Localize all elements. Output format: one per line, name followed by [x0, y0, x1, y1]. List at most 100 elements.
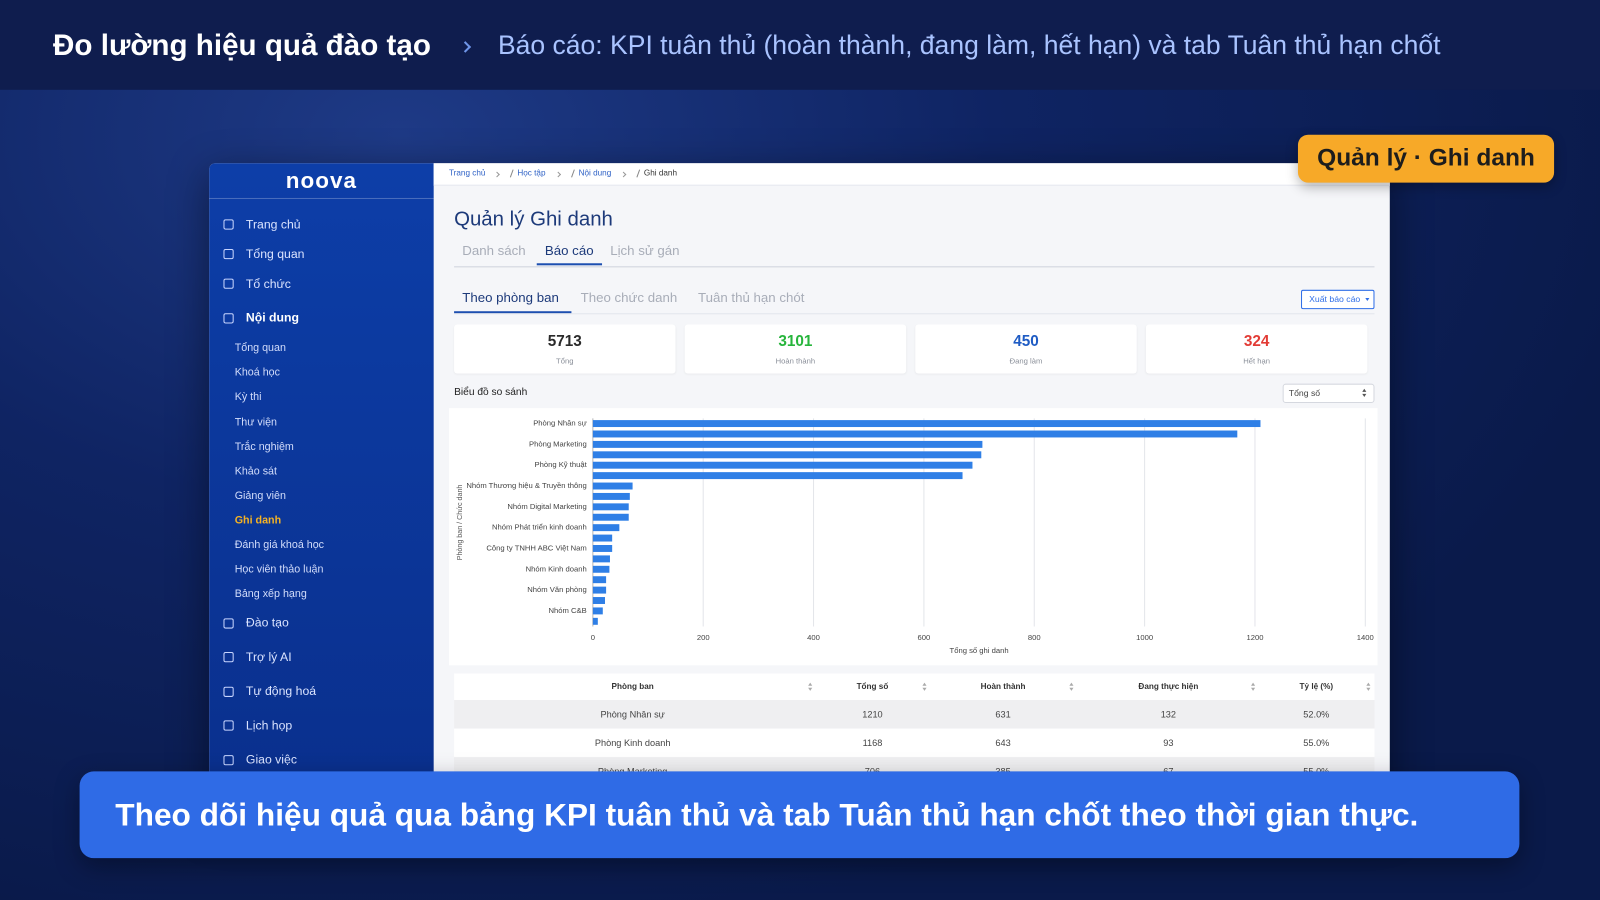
bar: [592, 576, 607, 584]
bar: [592, 492, 630, 500]
sidebar-subitem[interactable]: Học viên thảo luận: [234, 563, 324, 576]
sort-icon: [1251, 687, 1256, 691]
bar: [592, 544, 613, 552]
y-tick-label: Phòng Kỹ thuật: [534, 460, 587, 469]
sidebar-item[interactable]: Trang chủ: [245, 217, 301, 232]
sidebar-subitem[interactable]: Bảng xếp hạng: [234, 587, 307, 601]
tab[interactable]: Danh sách: [462, 243, 526, 259]
sidebar-subitem[interactable]: Trắc nghiệm: [234, 440, 294, 453]
sidebar-subitem[interactable]: Giảng viên: [234, 489, 286, 502]
sort-icon: [1366, 687, 1371, 691]
table-cell: 706: [566, 766, 1178, 777]
sidebar-item[interactable]: Tổ chức: [245, 276, 291, 291]
table-header-cell[interactable]: Phòng ban: [611, 681, 654, 692]
y-tick-label: Công ty TNHH ABC Việt Nam: [486, 543, 586, 552]
sidebar-icon: [223, 312, 234, 323]
sidebar-icon: [223, 686, 234, 697]
breadcrumb-item[interactable]: Trang chủ: [448, 168, 486, 178]
sidebar-subitem[interactable]: Đánh giá khoá học: [234, 538, 325, 552]
bar: [592, 513, 629, 521]
tab[interactable]: Báo cáo: [544, 243, 594, 259]
x-tick-label: 1400: [1357, 633, 1374, 642]
sort-icon: [1251, 682, 1256, 686]
table-cell: Phòng Nhân sự: [600, 708, 665, 719]
x-tick-label: 200: [697, 633, 710, 642]
bar: [592, 503, 629, 511]
bar: [592, 472, 963, 480]
breadcrumb-item[interactable]: Học tập: [517, 168, 546, 178]
caption: Theo dõi hiệu quả qua bảng KPI tuân thủ …: [115, 796, 1419, 833]
select-arrows: [1362, 393, 1367, 397]
caret: [1365, 297, 1370, 302]
sidebar-subitem[interactable]: Ghi danh: [234, 514, 282, 527]
bar: [592, 607, 603, 615]
sidebar-item[interactable]: Tổng quan: [245, 246, 305, 262]
sidebar-subitem[interactable]: Khoá học: [234, 366, 280, 379]
table-header-cell[interactable]: Hoàn thành: [980, 681, 1026, 692]
breadcrumb-item: Ghi danh: [643, 168, 678, 178]
table-cell: 93: [1163, 737, 1174, 748]
table-cell: 67: [862, 766, 1474, 777]
kpi-label: Đang làm: [1009, 355, 1043, 365]
table-header-cell[interactable]: Đang thực hiện: [1138, 681, 1199, 692]
sidebar-icon: [223, 720, 234, 731]
bar: [592, 555, 610, 563]
tab[interactable]: Lịch sử gán: [610, 243, 680, 259]
bar: [592, 617, 598, 625]
sidebar-divider: [209, 197, 434, 199]
table-header: [454, 673, 1375, 700]
sidebar-subitem[interactable]: Thư viện: [234, 415, 278, 429]
bar: [592, 440, 983, 448]
y-tick-label: Phòng Marketing: [529, 439, 587, 448]
chart-select-label[interactable]: Tổng số: [1288, 388, 1321, 399]
sidebar-item[interactable]: Lịch họp: [245, 718, 293, 733]
sort-icon: [922, 687, 927, 691]
y-tick-label: Nhóm Thương hiệu & Truyền thông: [466, 481, 586, 490]
sort-icon: [922, 682, 927, 686]
table-cell: 385: [697, 766, 1309, 777]
subtab[interactable]: Tuân thủ hạn chót: [697, 289, 805, 306]
chart-select[interactable]: [1282, 383, 1375, 404]
y-tick-label: Nhóm Phát triển kinh doanh: [492, 523, 587, 532]
page-heading: Đo lường hiệu quả đào tạo: [53, 29, 431, 62]
export-button-label[interactable]: Xuất báo cáo: [1309, 294, 1361, 305]
bar: [592, 586, 607, 594]
kpi-value: 3101: [778, 332, 813, 350]
subtab[interactable]: Theo chức danh: [580, 289, 678, 306]
table-header-cell[interactable]: Tỷ lệ (%): [1299, 681, 1334, 692]
sidebar-item[interactable]: Trợ lý AI: [245, 649, 292, 665]
x-tick-label: 0: [591, 633, 595, 642]
sidebar-icon: [223, 219, 234, 230]
y-tick-label: Nhóm Văn phòng: [527, 585, 586, 594]
breadcrumb-item[interactable]: Nội dung: [578, 168, 612, 178]
sidebar-subitem[interactable]: Khảo sát: [234, 464, 277, 478]
sidebar-subitem[interactable]: Kỳ thi: [234, 391, 262, 404]
export-button[interactable]: [1301, 289, 1375, 310]
sidebar-item[interactable]: Tự động hoá: [245, 683, 317, 699]
table-cell: 1210: [862, 708, 883, 719]
bar: [592, 430, 1238, 438]
sidebar-item[interactable]: Nội dung: [245, 310, 299, 325]
bar: [592, 461, 973, 469]
kpi-label: Tổng: [556, 355, 574, 365]
sidebar-item[interactable]: Đào tạo: [245, 615, 289, 630]
sidebar-item[interactable]: Giao việc: [245, 752, 297, 767]
table-header-cell[interactable]: Tổng số: [856, 681, 889, 692]
subtab[interactable]: Theo phòng ban: [462, 289, 559, 306]
table-cell: 643: [995, 737, 1011, 748]
badge: [1297, 134, 1555, 183]
sidebar-subitem[interactable]: Tổng quan: [234, 342, 286, 355]
y-tick-label: Phòng Nhân sự: [533, 419, 587, 428]
page-subheading: Báo cáo: KPI tuân thủ (hoàn thành, đang …: [497, 29, 1441, 61]
chart-heading: Biểu đồ so sánh: [454, 386, 528, 398]
y-tick-label: Nhóm Kinh doanh: [526, 564, 587, 573]
y-tick-label: Nhóm Digital Marketing: [507, 502, 586, 511]
sidebar-icon: [223, 652, 234, 663]
bar: [592, 534, 613, 542]
x-axis-label: Tổng số ghi danh: [950, 646, 1009, 655]
sidebar-icon: [223, 754, 234, 765]
bar: [592, 565, 610, 573]
sidebar: [209, 163, 434, 817]
